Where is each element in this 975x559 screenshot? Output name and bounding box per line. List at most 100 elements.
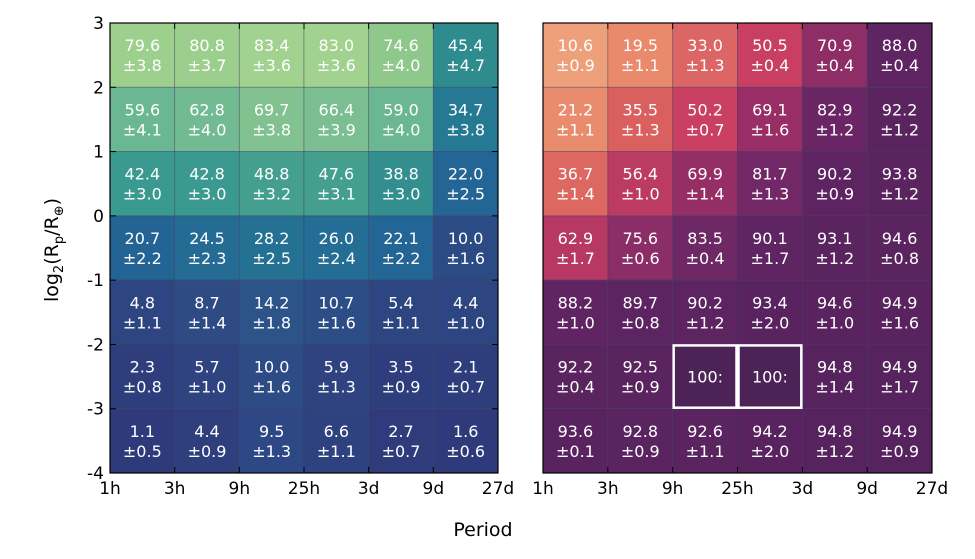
right-cell-error: ±0.9 [621,378,660,397]
right-cell-value: 92.8 [622,422,658,441]
left-cell-value: 38.8 [383,165,419,184]
right-cell-value: 93.1 [817,229,853,248]
left-cell-error: ±2.2 [123,249,162,268]
left-cell-r3-c5 [433,216,498,280]
right-cell-value: 94.9 [882,358,918,377]
right-cell-error: ±1.4 [815,378,854,397]
left-cell-error: ±2.4 [317,249,356,268]
right-cell-value: 94.2 [752,422,788,441]
left-cell-error: ±0.7 [382,442,421,461]
left-cell-r3-c1 [175,216,240,280]
right-cell-error: ±2.0 [750,442,789,461]
left-cell-value: 20.7 [125,229,161,248]
left-y-tick-label: 0 [93,207,104,227]
right-x-tick-label: 1h [532,479,554,499]
left-cell-error: ±3.8 [446,120,485,139]
right-cell-r3-c1 [608,216,673,280]
right-cell-value: 10.6 [558,36,594,55]
right-cell-error: ±1.2 [686,313,725,332]
right-cell-r3-c5 [867,216,932,280]
left-cell-error: ±1.1 [317,442,356,461]
left-cell-error: ±2.5 [446,185,485,204]
right-cell-value: 62.9 [558,229,594,248]
left-cell-r3-c3 [304,216,369,280]
left-cell-error: ±2.2 [382,249,421,268]
right-cell-error: ±1.2 [815,442,854,461]
left-cell-value: 5.4 [388,293,413,312]
right-cell-error: ±1.0 [621,185,660,204]
left-cell-value: 14.2 [254,293,290,312]
right-cell-value: 81.7 [752,165,788,184]
right-cell-error: ±0.1 [556,442,595,461]
right-cell-value: 92.2 [882,100,918,119]
right-cell-value: 92.5 [622,358,658,377]
right-cell-r3-c0 [543,216,608,280]
left-cell-error: ±3.2 [252,185,291,204]
right-cell-value: 88.0 [882,36,918,55]
right-cell-error: ±1.4 [556,185,595,204]
right-cell-error: ±1.7 [880,378,919,397]
left-cell-value: 4.4 [194,422,219,441]
left-y-tick-label: -1 [87,271,104,291]
right-cell-value: 90.2 [687,293,723,312]
left-cell-value: 47.6 [319,165,355,184]
right-cell-error: ±1.7 [556,249,595,268]
right-cell-error: ±1.2 [880,185,919,204]
right-cell-error: ±1.0 [556,313,595,332]
left-cell-value: 22.0 [448,165,484,184]
right-cell-value: 94.6 [882,229,918,248]
right-x-tick-label: 9h [662,479,684,499]
right-cell-value: 92.2 [558,358,594,377]
left-cell-value: 6.6 [324,422,349,441]
left-cell-error: ±3.7 [188,56,227,75]
right-cell-error: ±1.1 [621,56,660,75]
right-cell-error: ±1.1 [556,120,595,139]
y-axis-title: log2(Rp/R⊕) [41,198,67,302]
right-cell-error: ±1.1 [686,442,725,461]
right-cell-error: ±0.4 [815,56,854,75]
left-cell-value: 42.8 [189,165,225,184]
left-cell-error: ±2.3 [188,249,227,268]
left-cell-error: ±1.4 [188,313,227,332]
left-cell-value: 8.7 [194,293,219,312]
left-cell-value: 79.6 [125,36,161,55]
right-cell-value: 93.8 [882,165,918,184]
left-cell-value: 83.4 [254,36,290,55]
left-cell-r3-c0 [110,216,175,280]
left-cell-error: ±4.0 [382,56,421,75]
left-cell-value: 1.6 [453,422,478,441]
right-x-tick-label: 9d [856,479,878,499]
right-cell-value: 19.5 [622,36,658,55]
right-cell-value: 94.6 [817,293,853,312]
right-cell-value: 88.2 [558,293,594,312]
left-cell-value: 2.3 [130,358,155,377]
right-cell-value: 94.8 [817,358,853,377]
right-cell-error: ±0.6 [621,249,660,268]
left-cell-error: ±0.5 [123,442,162,461]
left-x-tick-label: 9d [423,479,445,499]
left-x-tick-label: 9h [229,479,251,499]
right-cell-value: 94.9 [882,422,918,441]
left-y-tick-label: -4 [87,464,104,484]
left-cell-value: 48.8 [254,165,290,184]
right-cell-value: 100: [687,368,723,387]
left-cell-error: ±1.3 [317,378,356,397]
right-cell-value: 94.9 [882,293,918,312]
left-cell-error: ±0.8 [123,378,162,397]
right-cell-r3-c2 [673,216,738,280]
right-cell-error: ±1.2 [815,249,854,268]
left-cell-value: 69.7 [254,100,290,119]
left-cell-error: ±3.0 [188,185,227,204]
right-cell-value: 94.8 [817,422,853,441]
right-cell-value: 56.4 [622,165,658,184]
right-cell-error: ±1.0 [815,313,854,332]
right-x-tick-label: 3h [597,479,619,499]
left-cell-value: 4.4 [453,293,478,312]
left-cell-value: 10.7 [319,293,355,312]
right-cell-value: 93.6 [558,422,594,441]
left-cell-value: 45.4 [448,36,484,55]
left-cell-error: ±3.9 [317,120,356,139]
left-cell-error: ±3.8 [252,120,291,139]
left-cell-error: ±4.0 [188,120,227,139]
left-cell-error: ±2.5 [252,249,291,268]
